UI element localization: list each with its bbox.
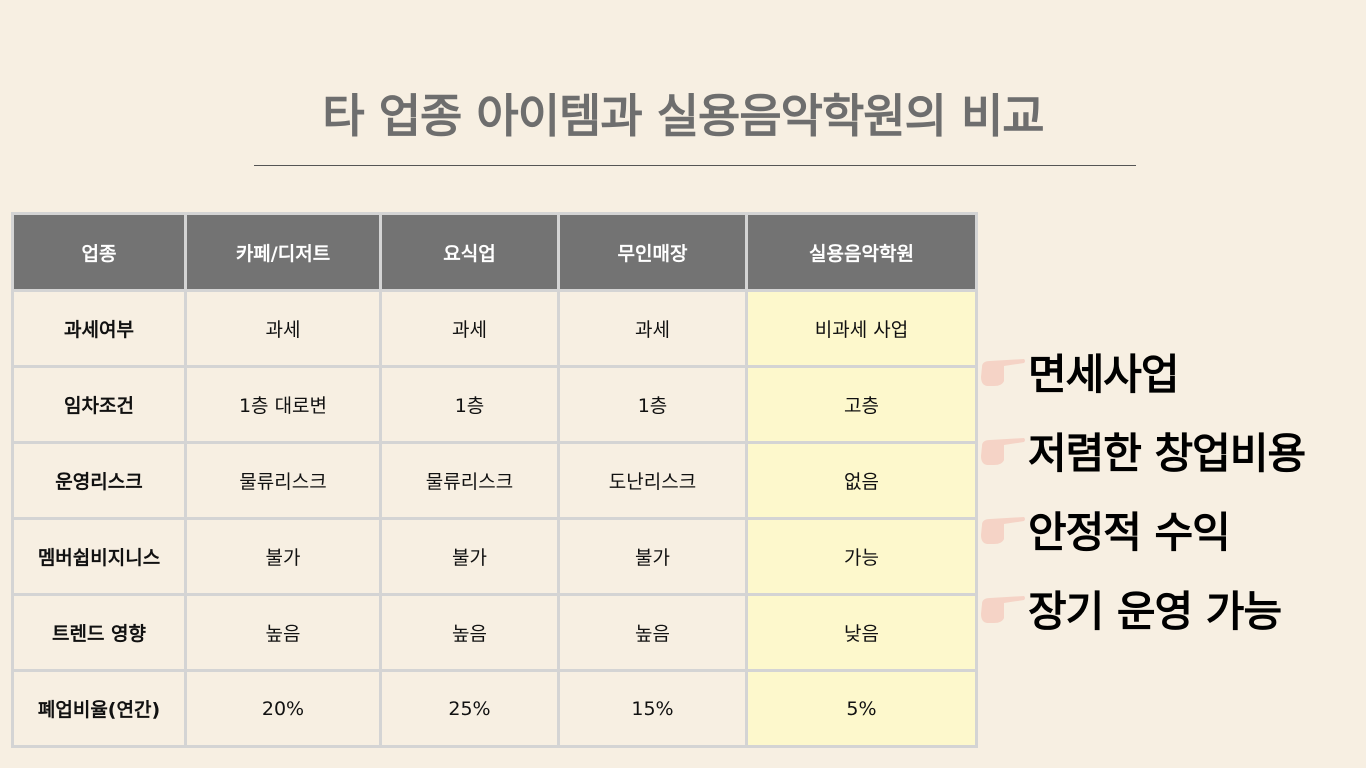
column-header: 실용음악학원 (745, 212, 978, 292)
table-cell: 없음 (745, 441, 978, 520)
row-header: 임차조건 (11, 365, 187, 444)
table-cell: 과세 (379, 289, 560, 368)
column-header: 요식업 (379, 212, 560, 292)
table-cell: 도난리스크 (557, 441, 748, 520)
table-row: 폐업비율(연간) 20% 25% 15% 5% (11, 669, 978, 748)
table-cell: 1층 대로변 (184, 365, 382, 444)
table-cell: 불가 (557, 517, 748, 596)
table-cell: 높음 (184, 593, 382, 672)
table-row: 멤버쉽비지니스 불가 불가 불가 가능 (11, 517, 978, 596)
table-cell: 높음 (379, 593, 560, 672)
pointing-hand-icon (981, 595, 1025, 623)
table-cell: 15% (557, 669, 748, 748)
table-cell: 1층 (557, 365, 748, 444)
pointing-hand-icon (981, 516, 1025, 544)
table-cell: 고층 (745, 365, 978, 444)
pointing-hand-icon (981, 437, 1025, 465)
table-cell: 낮음 (745, 593, 978, 672)
comparison-table: 업종 카페/디저트 요식업 무인매장 실용음악학원 과세여부 과세 과세 과세 비과세 사업 임차… (11, 212, 978, 748)
column-header: 무인매장 (557, 212, 748, 292)
benefit-item: 면세사업 (978, 332, 1305, 411)
table-cell: 5% (745, 669, 978, 748)
table-cell: 1층 (379, 365, 560, 444)
table-cell: 과세 (557, 289, 748, 368)
column-header: 업종 (11, 212, 187, 292)
benefit-text: 면세사업 (1028, 350, 1180, 399)
table-cell: 비과세 사업 (745, 289, 978, 368)
benefit-item: 장기 운영 가능 (978, 569, 1305, 648)
row-header: 운영리스크 (11, 441, 187, 520)
table-header-row: 업종 카페/디저트 요식업 무인매장 실용음악학원 (11, 212, 978, 292)
table-row: 과세여부 과세 과세 과세 비과세 사업 (11, 289, 978, 368)
table-row: 임차조건 1층 대로변 1층 1층 고층 (11, 365, 978, 444)
table-cell: 불가 (379, 517, 560, 596)
benefit-text: 장기 운영 가능 (1028, 587, 1282, 636)
table-cell: 과세 (184, 289, 382, 368)
benefit-text: 안정적 수익 (1028, 508, 1231, 557)
table-cell: 25% (379, 669, 560, 748)
benefit-item: 안정적 수익 (978, 490, 1305, 569)
row-header: 멤버쉽비지니스 (11, 517, 187, 596)
table-cell: 불가 (184, 517, 382, 596)
column-header: 카페/디저트 (184, 212, 382, 292)
page-title: 타 업종 아이템과 실용음악학원의 비교 (322, 89, 1044, 143)
row-header: 폐업비율(연간) (11, 669, 187, 748)
table-row: 운영리스크 물류리스크 물류리스크 도난리스크 없음 (11, 441, 978, 520)
table-row: 트렌드 영향 높음 높음 높음 낮음 (11, 593, 978, 672)
table-cell: 높음 (557, 593, 748, 672)
table-cell: 물류리스크 (184, 441, 382, 520)
title-divider (254, 165, 1136, 166)
benefit-text: 저렴한 창업비용 (1028, 429, 1306, 478)
row-header: 트렌드 영향 (11, 593, 187, 672)
pointing-hand-icon (981, 358, 1025, 386)
table-cell: 20% (184, 669, 382, 748)
table-cell: 가능 (745, 517, 978, 596)
benefit-item: 저렴한 창업비용 (978, 411, 1306, 490)
row-header: 과세여부 (11, 289, 187, 368)
table-cell: 물류리스크 (379, 441, 560, 520)
